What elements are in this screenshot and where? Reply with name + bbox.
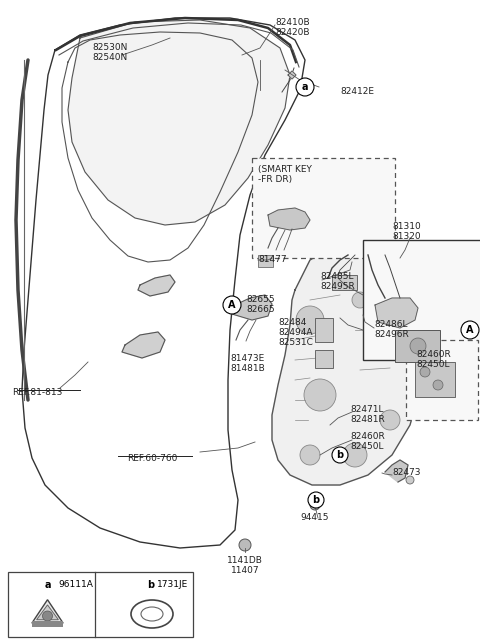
Circle shape bbox=[410, 338, 426, 354]
Bar bbox=[32, 621, 63, 627]
Bar bbox=[8, 572, 193, 637]
Text: (SMART KEY
-FR DR): (SMART KEY -FR DR) bbox=[258, 165, 312, 184]
Circle shape bbox=[332, 447, 348, 463]
Ellipse shape bbox=[141, 607, 163, 621]
Text: 81477: 81477 bbox=[258, 255, 287, 264]
Polygon shape bbox=[232, 295, 272, 320]
Ellipse shape bbox=[131, 600, 173, 628]
Polygon shape bbox=[385, 460, 408, 482]
Text: 82460R
82450L: 82460R 82450L bbox=[350, 432, 385, 451]
Circle shape bbox=[406, 476, 414, 484]
Bar bbox=[395, 330, 440, 362]
Text: b: b bbox=[336, 450, 344, 460]
Circle shape bbox=[461, 321, 479, 339]
Text: REF.81-813: REF.81-813 bbox=[12, 388, 62, 397]
Circle shape bbox=[308, 492, 324, 508]
Circle shape bbox=[223, 296, 241, 314]
Circle shape bbox=[296, 78, 314, 96]
Polygon shape bbox=[122, 332, 165, 358]
Polygon shape bbox=[32, 600, 63, 623]
Text: 82410B
82420B: 82410B 82420B bbox=[275, 18, 310, 37]
Polygon shape bbox=[288, 71, 296, 79]
Circle shape bbox=[300, 445, 320, 465]
FancyBboxPatch shape bbox=[406, 340, 478, 420]
Circle shape bbox=[310, 500, 320, 510]
FancyBboxPatch shape bbox=[363, 240, 480, 360]
Circle shape bbox=[420, 367, 430, 377]
Text: A: A bbox=[228, 300, 236, 310]
Text: 82460R
82450L: 82460R 82450L bbox=[416, 350, 451, 369]
Text: 82473: 82473 bbox=[392, 468, 420, 477]
Text: a: a bbox=[302, 82, 308, 92]
Circle shape bbox=[239, 539, 251, 551]
Bar bbox=[315, 318, 333, 342]
Circle shape bbox=[9, 575, 23, 589]
Text: a: a bbox=[13, 577, 19, 586]
Polygon shape bbox=[138, 275, 175, 296]
Text: 82471L
82481R: 82471L 82481R bbox=[350, 405, 385, 424]
Text: 82484
82494A: 82484 82494A bbox=[278, 318, 312, 337]
Bar bbox=[258, 255, 273, 267]
Text: REF.60-760: REF.60-760 bbox=[127, 454, 177, 463]
Bar bbox=[315, 350, 333, 368]
Circle shape bbox=[96, 575, 110, 589]
Text: a: a bbox=[44, 580, 51, 590]
Text: b: b bbox=[100, 577, 106, 586]
Text: 96111A: 96111A bbox=[58, 580, 93, 589]
Bar bbox=[415, 362, 455, 397]
Text: 1731JE: 1731JE bbox=[157, 580, 189, 589]
Text: b: b bbox=[147, 580, 155, 590]
Polygon shape bbox=[268, 208, 310, 230]
FancyBboxPatch shape bbox=[252, 158, 395, 258]
Polygon shape bbox=[36, 605, 59, 620]
Polygon shape bbox=[68, 20, 290, 225]
Text: 82530N
82540N: 82530N 82540N bbox=[92, 43, 128, 63]
Circle shape bbox=[433, 380, 443, 390]
Text: 81310
81320: 81310 81320 bbox=[392, 222, 421, 241]
Bar bbox=[332, 275, 357, 290]
Text: 82486L
82496R: 82486L 82496R bbox=[374, 320, 409, 339]
Circle shape bbox=[43, 611, 52, 621]
Text: 82655
82665: 82655 82665 bbox=[246, 295, 275, 314]
Circle shape bbox=[304, 379, 336, 411]
Polygon shape bbox=[375, 298, 418, 328]
Polygon shape bbox=[272, 245, 425, 485]
Text: b: b bbox=[312, 495, 320, 505]
Text: 82412E: 82412E bbox=[340, 87, 374, 96]
Circle shape bbox=[387, 342, 403, 358]
Text: 81473E
81481B: 81473E 81481B bbox=[230, 354, 265, 373]
Text: 82485L
82495R: 82485L 82495R bbox=[320, 272, 355, 291]
Circle shape bbox=[380, 410, 400, 430]
Text: A: A bbox=[466, 325, 474, 335]
Text: 1141DB
11407: 1141DB 11407 bbox=[227, 556, 263, 575]
Text: 94415: 94415 bbox=[301, 513, 329, 522]
Circle shape bbox=[296, 306, 324, 334]
Circle shape bbox=[352, 292, 368, 308]
Text: 82531C: 82531C bbox=[278, 338, 313, 347]
Circle shape bbox=[343, 443, 367, 467]
